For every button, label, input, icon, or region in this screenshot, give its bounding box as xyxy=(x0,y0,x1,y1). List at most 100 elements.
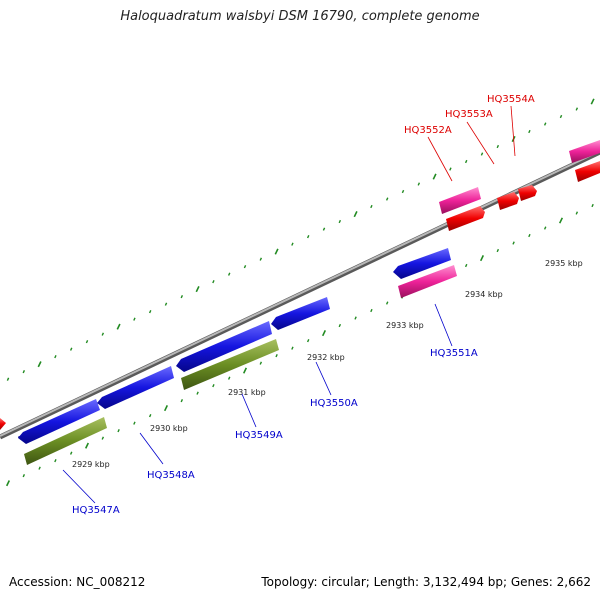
callout-line xyxy=(434,303,453,347)
callout-line xyxy=(315,361,332,396)
pink-gene-track xyxy=(398,140,600,298)
tick-mark xyxy=(5,480,11,487)
red-bar-hq3554a[interactable] xyxy=(518,185,537,201)
tick-mark xyxy=(591,203,594,208)
tick-mark xyxy=(195,286,200,293)
tick-mark xyxy=(101,436,105,440)
tick-mark xyxy=(321,330,327,337)
map-title: Haloquadratum walsbyi DSM 16790, complet… xyxy=(120,9,480,24)
tick-mark xyxy=(370,204,373,209)
tick-mark xyxy=(528,233,531,238)
tick-mark xyxy=(385,197,389,201)
tick-mark xyxy=(84,442,90,449)
tick-mark xyxy=(243,265,247,269)
gene-labels: HQ3547A HQ3548A HQ3549A HQ3550A HQ3551A … xyxy=(72,94,535,516)
tick-mark xyxy=(117,429,120,433)
tick-mark xyxy=(196,391,199,395)
cds-bar-hq3549a[interactable] xyxy=(181,339,279,390)
tick-mark xyxy=(275,354,278,358)
tick-mark xyxy=(69,451,73,455)
pink-bar-hq3552a[interactable] xyxy=(439,187,481,214)
reverse-gene-track xyxy=(17,248,451,444)
tick-mark xyxy=(338,323,342,328)
accession-text: Accession: NC_008212 xyxy=(9,575,146,589)
tick-mark xyxy=(212,280,215,284)
tick-label: 2934 kbp xyxy=(465,290,503,299)
tick-mark xyxy=(291,346,294,350)
tick-mark xyxy=(85,340,89,344)
tick-mark xyxy=(133,421,136,425)
tick-mark xyxy=(338,219,342,224)
tick-mark xyxy=(512,241,515,245)
gene-bar-hq3551a[interactable] xyxy=(393,248,451,279)
callout-line xyxy=(510,105,516,157)
tick-label: 2933 kbp xyxy=(386,321,424,330)
lower-tick-track xyxy=(5,203,594,487)
cds-bar-hq3547a[interactable] xyxy=(24,417,107,465)
callout-line xyxy=(139,432,164,465)
tick-mark xyxy=(575,107,579,111)
tick-mark xyxy=(54,459,57,463)
tick-mark xyxy=(22,370,26,374)
tick-label: 2935 kbp xyxy=(545,259,583,268)
callout-line xyxy=(241,393,257,428)
gene-label-hq3551a[interactable]: HQ3551A xyxy=(430,348,478,359)
tick-mark xyxy=(259,257,263,261)
tick-mark xyxy=(180,399,184,403)
callout-line xyxy=(466,121,495,165)
tick-mark xyxy=(559,114,563,119)
tick-mark xyxy=(116,323,121,330)
tick-mark xyxy=(148,414,152,418)
gene-bar-hq3548a[interactable] xyxy=(97,366,174,409)
tick-mark xyxy=(164,302,168,306)
gene-bar-hq3550a[interactable] xyxy=(271,297,330,330)
red-bar-hq3552a[interactable] xyxy=(446,206,485,231)
upper-tick-track xyxy=(6,98,595,381)
tick-mark xyxy=(69,347,73,351)
tick-mark xyxy=(306,339,310,343)
gene-label-hq3554a[interactable]: HQ3554A xyxy=(487,94,535,105)
tick-mark xyxy=(163,405,169,412)
tick-mark xyxy=(528,129,531,134)
tick-mark xyxy=(322,227,326,231)
tick-mark xyxy=(480,152,484,156)
tick-mark xyxy=(353,211,358,218)
tick-mark xyxy=(575,211,579,215)
reverse-cds-track xyxy=(24,339,279,465)
tick-mark xyxy=(590,98,595,105)
tick-mark xyxy=(417,182,421,186)
tick-mark xyxy=(479,255,485,262)
tick-mark xyxy=(432,173,437,180)
tick-label: 2931 kbp xyxy=(228,388,266,397)
tick-mark xyxy=(543,226,547,230)
gene-label-hq3549a[interactable]: HQ3549A xyxy=(235,430,283,441)
tick-mark xyxy=(464,263,468,268)
gene-label-hq3547a[interactable]: HQ3547A xyxy=(72,505,120,516)
tick-mark xyxy=(496,144,500,149)
gene-label-hq3552a[interactable]: HQ3552A xyxy=(404,125,452,136)
red-bar-left-edge[interactable] xyxy=(0,418,6,430)
tick-label: 2932 kbp xyxy=(307,353,345,362)
genome-summary-text: Topology: circular; Length: 3,132,494 bp… xyxy=(261,575,591,589)
gene-label-hq3553a[interactable]: HQ3553A xyxy=(445,109,493,120)
tick-mark xyxy=(370,308,373,313)
tick-mark xyxy=(464,159,468,164)
red-bar-right-edge[interactable] xyxy=(575,161,600,182)
tick-mark xyxy=(401,189,405,194)
tick-mark xyxy=(291,242,294,246)
pink-bar-hq3554a-edge[interactable] xyxy=(569,140,600,163)
tick-mark xyxy=(449,167,452,171)
tick-mark xyxy=(274,248,279,255)
red-bar-hq3553a[interactable] xyxy=(497,192,519,210)
tick-labels: 2929 kbp 2930 kbp 2931 kbp 2932 kbp 2933… xyxy=(72,259,583,469)
callout-lines xyxy=(62,105,516,504)
tick-mark xyxy=(37,361,42,368)
tick-mark xyxy=(227,376,231,380)
gene-bar-hq3547a-body[interactable] xyxy=(18,399,100,444)
tick-mark xyxy=(6,377,10,381)
gene-label-hq3550a[interactable]: HQ3550A xyxy=(310,398,358,409)
gene-bar-hq3549a[interactable] xyxy=(176,321,272,372)
gene-label-hq3548a[interactable]: HQ3548A xyxy=(147,470,195,481)
pink-bar-hq3551a[interactable] xyxy=(398,265,457,298)
